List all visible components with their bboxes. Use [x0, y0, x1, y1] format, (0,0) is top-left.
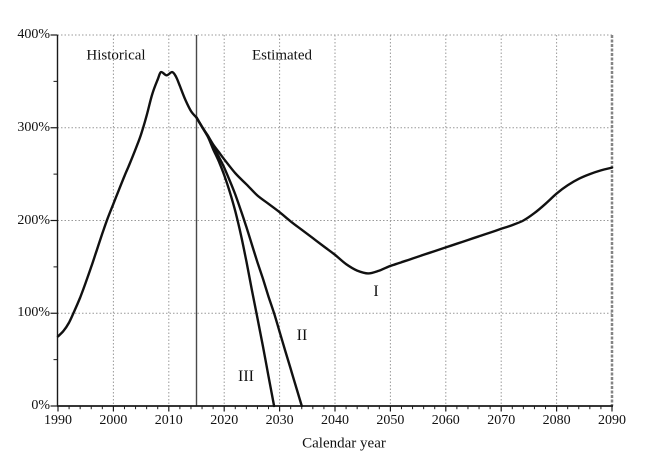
- historical-region-label: Historical: [86, 47, 146, 64]
- gridlines: [57, 34, 614, 406]
- y-tick-label: 300%: [17, 119, 50, 135]
- x-tick-label: 2000: [99, 413, 128, 428]
- series-line-ii: [195, 116, 303, 408]
- y-tick-label: 100%: [17, 305, 50, 321]
- y-tick-label: 400%: [17, 27, 50, 42]
- x-tick-label: 2060: [431, 413, 460, 428]
- series-label-alternative-3: III: [238, 368, 254, 385]
- x-tick-label: 2030: [265, 413, 294, 428]
- x-tick-label: 2040: [321, 413, 349, 428]
- series-label-alternative-2: II: [296, 327, 308, 344]
- tick-marks: [50, 34, 613, 412]
- x-tick-label: 2050: [376, 413, 405, 428]
- series-label-alternative-1: I: [373, 283, 379, 300]
- series-line-historical: [56, 70, 198, 338]
- x-tick-label: 2070: [487, 413, 516, 428]
- x-tick-label: 2090: [598, 413, 626, 428]
- x-tick-label: 1990: [44, 413, 72, 428]
- series-line-i: [195, 116, 614, 275]
- x-axis-title: Calendar year: [302, 435, 386, 452]
- series-line-iii: [195, 116, 276, 408]
- x-tick-label: 2010: [154, 413, 183, 428]
- estimated-region-label: Estimated: [252, 47, 312, 64]
- data-series: [56, 70, 614, 408]
- y-tick-label: 0%: [31, 398, 50, 413]
- x-tick-label: 2080: [542, 413, 571, 428]
- x-tick-label: 2020: [210, 413, 239, 428]
- y-tick-label: 200%: [17, 212, 50, 228]
